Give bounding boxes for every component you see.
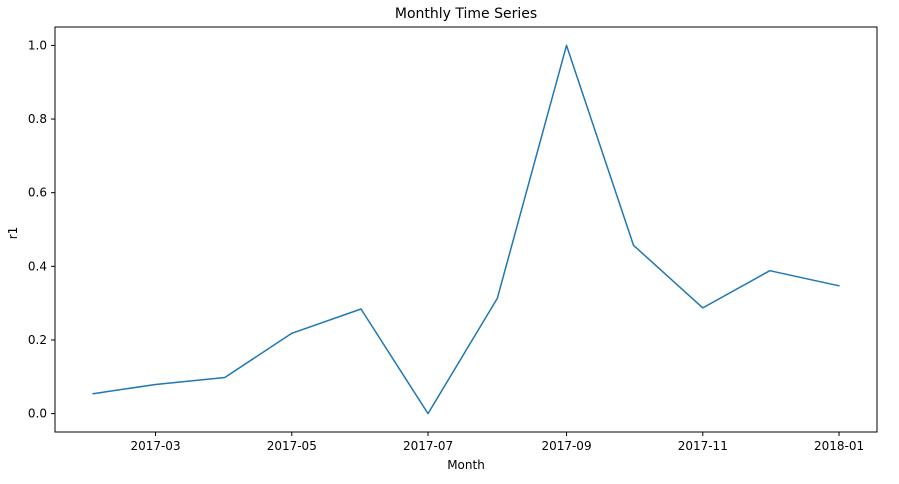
y-tick-label: 1.0 (28, 38, 47, 52)
data-point (838, 284, 841, 287)
data-point (427, 412, 430, 415)
data-point (290, 332, 293, 335)
data-point (768, 269, 771, 272)
data-point (91, 392, 94, 395)
plot-area: 0.0 0.2 0.4 0.6 0.8 1.0 2017-03 2017-05 2017-07… (28, 26, 878, 453)
y-tick-label: 0.2 (28, 333, 47, 347)
x-axis-ticks: 2017-03 2017-05 2017-07 2017-09 2017-11 2018-… (130, 432, 864, 453)
data-point (360, 308, 363, 311)
x-tick-label: 2017-03 (130, 439, 180, 453)
chart-title: Monthly Time Series (395, 6, 537, 22)
y-tick-label: 0.6 (28, 186, 47, 200)
x-tick-label: 2017-09 (541, 439, 591, 453)
data-point (632, 244, 635, 247)
x-tick-label: 2018-01 (814, 439, 864, 453)
data-point (496, 297, 499, 300)
y-axis-ticks: 0.0 0.2 0.4 0.6 0.8 1.0 (28, 38, 55, 421)
x-tick-label: 2017-11 (678, 439, 728, 453)
x-tick-label: 2017-05 (267, 439, 317, 453)
data-point (701, 306, 704, 309)
axes-frame (54, 26, 878, 433)
y-tick-label: 0.8 (28, 112, 47, 126)
y-tick-label: 0.4 (28, 259, 47, 273)
data-point (223, 376, 226, 379)
data-point (154, 383, 157, 386)
data-point (565, 44, 568, 47)
x-axis-label: Month (447, 458, 485, 472)
y-axis-label: r1 (6, 227, 20, 240)
series-line (92, 44, 840, 415)
y-tick-label: 0.0 (28, 407, 47, 421)
x-tick-label: 2017-07 (403, 439, 453, 453)
